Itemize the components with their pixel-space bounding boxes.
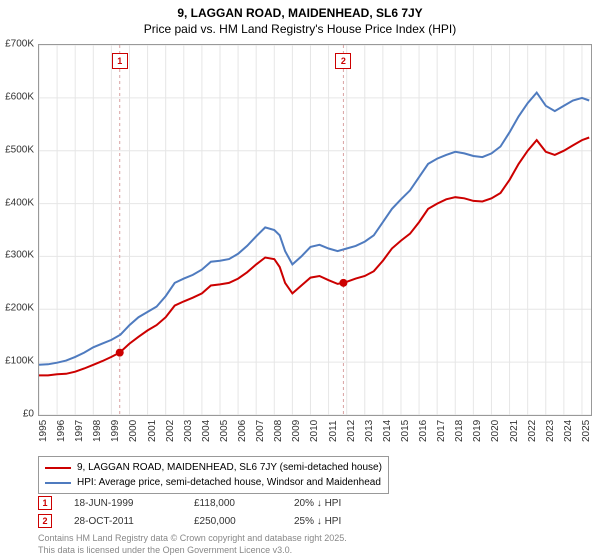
x-tick-label: 2020 bbox=[490, 420, 501, 442]
x-tick-label: 2006 bbox=[237, 420, 248, 442]
x-tick-label: 2023 bbox=[545, 420, 556, 442]
sale-date: 28-OCT-2011 bbox=[74, 516, 194, 527]
legend-label: HPI: Average price, semi-detached house,… bbox=[77, 475, 381, 490]
legend-label: 9, LAGGAN ROAD, MAIDENHEAD, SL6 7JY (sem… bbox=[77, 460, 382, 475]
x-tick-label: 2002 bbox=[165, 420, 176, 442]
chart-subtitle: Price paid vs. HM Land Registry's House … bbox=[0, 22, 600, 36]
y-tick-label: £500K bbox=[5, 144, 34, 155]
sale-date: 18-JUN-1999 bbox=[74, 498, 194, 509]
x-tick-label: 2012 bbox=[346, 420, 357, 442]
x-tick-label: 1998 bbox=[92, 420, 103, 442]
x-tick-label: 2017 bbox=[436, 420, 447, 442]
y-tick-label: £700K bbox=[5, 39, 34, 50]
y-tick-label: £600K bbox=[5, 91, 34, 102]
legend-item: HPI: Average price, semi-detached house,… bbox=[45, 475, 382, 490]
y-tick-label: £300K bbox=[5, 250, 34, 261]
chart-marker-label: 1 bbox=[112, 53, 128, 69]
x-tick-label: 2013 bbox=[364, 420, 375, 442]
x-tick-label: 2015 bbox=[400, 420, 411, 442]
marker-box-icon: 1 bbox=[38, 496, 52, 510]
plot-area: 12 bbox=[38, 44, 592, 416]
x-tick-label: 2022 bbox=[527, 420, 538, 442]
y-tick-label: £100K bbox=[5, 356, 34, 367]
x-tick-label: 2016 bbox=[418, 420, 429, 442]
sale-price: £250,000 bbox=[194, 516, 294, 527]
y-tick-label: £200K bbox=[5, 303, 34, 314]
sale-marker-cell: 1 bbox=[38, 496, 74, 510]
x-tick-label: 1995 bbox=[38, 420, 49, 442]
x-tick-label: 1996 bbox=[56, 420, 67, 442]
x-tick-label: 2010 bbox=[309, 420, 320, 442]
x-tick-label: 2009 bbox=[291, 420, 302, 442]
table-row: 2 28-OCT-2011 £250,000 25% ↓ HPI bbox=[38, 512, 394, 530]
x-tick-label: 2011 bbox=[328, 420, 339, 442]
x-tick-label: 2025 bbox=[581, 420, 592, 442]
sale-price: £118,000 bbox=[194, 498, 294, 509]
table-row: 1 18-JUN-1999 £118,000 20% ↓ HPI bbox=[38, 494, 394, 512]
x-tick-label: 2021 bbox=[509, 420, 520, 442]
y-tick-label: £0 bbox=[23, 409, 34, 420]
footer-attribution: Contains HM Land Registry data © Crown c… bbox=[38, 532, 347, 556]
sale-diff: 20% ↓ HPI bbox=[294, 498, 394, 509]
legend-swatch bbox=[45, 467, 71, 469]
legend-item: 9, LAGGAN ROAD, MAIDENHEAD, SL6 7JY (sem… bbox=[45, 460, 382, 475]
x-tick-label: 2003 bbox=[183, 420, 194, 442]
x-tick-label: 2005 bbox=[219, 420, 230, 442]
x-tick-label: 2007 bbox=[255, 420, 266, 442]
plot-svg bbox=[39, 45, 591, 415]
y-axis-labels: £0£100K£200K£300K£400K£500K£600K£700K bbox=[0, 44, 36, 414]
x-tick-label: 2000 bbox=[128, 420, 139, 442]
footer-line: This data is licensed under the Open Gov… bbox=[38, 545, 292, 555]
chart-marker-label: 2 bbox=[335, 53, 351, 69]
title-block: 9, LAGGAN ROAD, MAIDENHEAD, SL6 7JY Pric… bbox=[0, 0, 600, 36]
legend-swatch bbox=[45, 482, 71, 484]
x-tick-label: 1999 bbox=[110, 420, 121, 442]
sale-marker-cell: 2 bbox=[38, 514, 74, 528]
chart-container: 9, LAGGAN ROAD, MAIDENHEAD, SL6 7JY Pric… bbox=[0, 0, 600, 560]
footer-line: Contains HM Land Registry data © Crown c… bbox=[38, 533, 347, 543]
x-tick-label: 2018 bbox=[454, 420, 465, 442]
x-tick-label: 2008 bbox=[273, 420, 284, 442]
legend: 9, LAGGAN ROAD, MAIDENHEAD, SL6 7JY (sem… bbox=[38, 456, 389, 494]
marker-box-icon: 2 bbox=[38, 514, 52, 528]
sales-table: 1 18-JUN-1999 £118,000 20% ↓ HPI 2 28-OC… bbox=[38, 494, 394, 530]
x-tick-label: 2019 bbox=[472, 420, 483, 442]
x-tick-label: 2001 bbox=[147, 420, 158, 442]
x-axis-labels: 1995 1996 1997 1998 1999 2000 2001 2002 2003 2004… bbox=[38, 416, 590, 456]
x-tick-label: 1997 bbox=[74, 420, 85, 442]
x-tick-label: 2014 bbox=[382, 420, 393, 442]
sale-diff: 25% ↓ HPI bbox=[294, 516, 394, 527]
chart-title: 9, LAGGAN ROAD, MAIDENHEAD, SL6 7JY bbox=[0, 6, 600, 20]
x-tick-label: 2024 bbox=[563, 420, 574, 442]
y-tick-label: £400K bbox=[5, 197, 34, 208]
x-tick-label: 2004 bbox=[201, 420, 212, 442]
